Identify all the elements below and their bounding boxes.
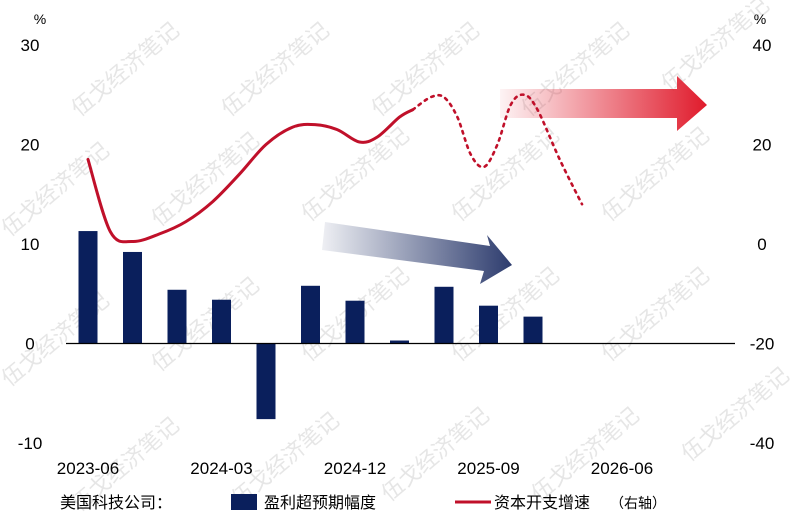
left-axis-tick-label: 0 — [25, 335, 34, 354]
bar — [123, 251, 142, 344]
x-axis-tick-label: 2024-12 — [324, 459, 386, 478]
right-axis-tick-label: 0 — [757, 235, 766, 254]
right-axis-tick-label: -20 — [750, 335, 775, 354]
watermark-text: 伍戈经济笔记 — [367, 18, 484, 122]
bar — [212, 299, 231, 344]
bar — [479, 305, 498, 344]
left-axis-unit: % — [34, 11, 46, 27]
watermark-text: 伍戈经济笔记 — [147, 128, 264, 232]
capex-growth-forecast-line — [411, 93, 584, 206]
bar — [256, 343, 276, 420]
legend-prefix: 美国科技公司： — [60, 493, 172, 512]
watermark-text: 伍戈经济笔记 — [147, 273, 264, 377]
watermark-text: 伍戈经济笔记 — [527, 403, 644, 507]
blue-trend-arrow — [322, 222, 512, 284]
capex-growth-line — [86, 108, 415, 244]
x-axis-tick-label: 2024-03 — [190, 459, 252, 478]
bar — [78, 231, 98, 344]
bar — [301, 285, 320, 344]
watermark-text: 伍戈经济笔记 — [377, 403, 494, 507]
watermark-text: 伍戈经济笔记 — [297, 123, 414, 227]
legend-line-label: 资本开支增速 — [494, 493, 590, 512]
left-axis-tick-label: 10 — [21, 235, 40, 254]
red-trend-arrow — [500, 76, 707, 131]
bar — [167, 289, 187, 344]
x-axis-tick-label: 2025-09 — [457, 459, 519, 478]
legend-line-note: （右轴） — [610, 496, 666, 512]
watermark-text: 伍戈经济笔记 — [677, 363, 794, 467]
x-axis-tick-label: 2023-06 — [57, 459, 119, 478]
legend-bar-swatch — [231, 494, 257, 510]
bar — [523, 316, 543, 344]
bar — [390, 340, 409, 344]
watermark-text: 伍戈经济笔记 — [67, 18, 184, 122]
left-axis-ticks: 30 20 10 0 -10 — [18, 36, 43, 453]
x-axis-tick-label: 2026-06 — [591, 459, 653, 478]
right-axis-tick-label: 20 — [753, 136, 772, 155]
right-axis-unit: % — [754, 11, 766, 27]
left-axis-tick-label: 20 — [21, 136, 40, 155]
legend-bar-label: 盈利超预期幅度 — [264, 493, 376, 512]
legend: 美国科技公司： 盈利超预期幅度 资本开支增速 （右轴） — [60, 493, 666, 512]
bars — [78, 231, 543, 420]
right-axis-tick-label: 40 — [753, 36, 772, 55]
x-axis-ticks: 2023-06 2024-03 2024-12 2025-09 2026-06 — [57, 459, 653, 478]
watermark-text: 伍戈经济笔记 — [217, 18, 334, 122]
right-axis-tick-label: -40 — [750, 434, 775, 453]
bar — [434, 286, 454, 344]
right-axis-ticks: 40 20 0 -20 -40 — [750, 36, 775, 453]
left-axis-tick-label: -10 — [18, 434, 43, 453]
watermark-text: 伍戈经济笔记 — [597, 263, 714, 367]
watermark-text: 伍戈经济笔记 — [447, 263, 564, 367]
left-axis-tick-label: 30 — [21, 36, 40, 55]
watermark-text: 伍戈经济笔记 — [597, 123, 714, 227]
bar — [345, 300, 365, 344]
